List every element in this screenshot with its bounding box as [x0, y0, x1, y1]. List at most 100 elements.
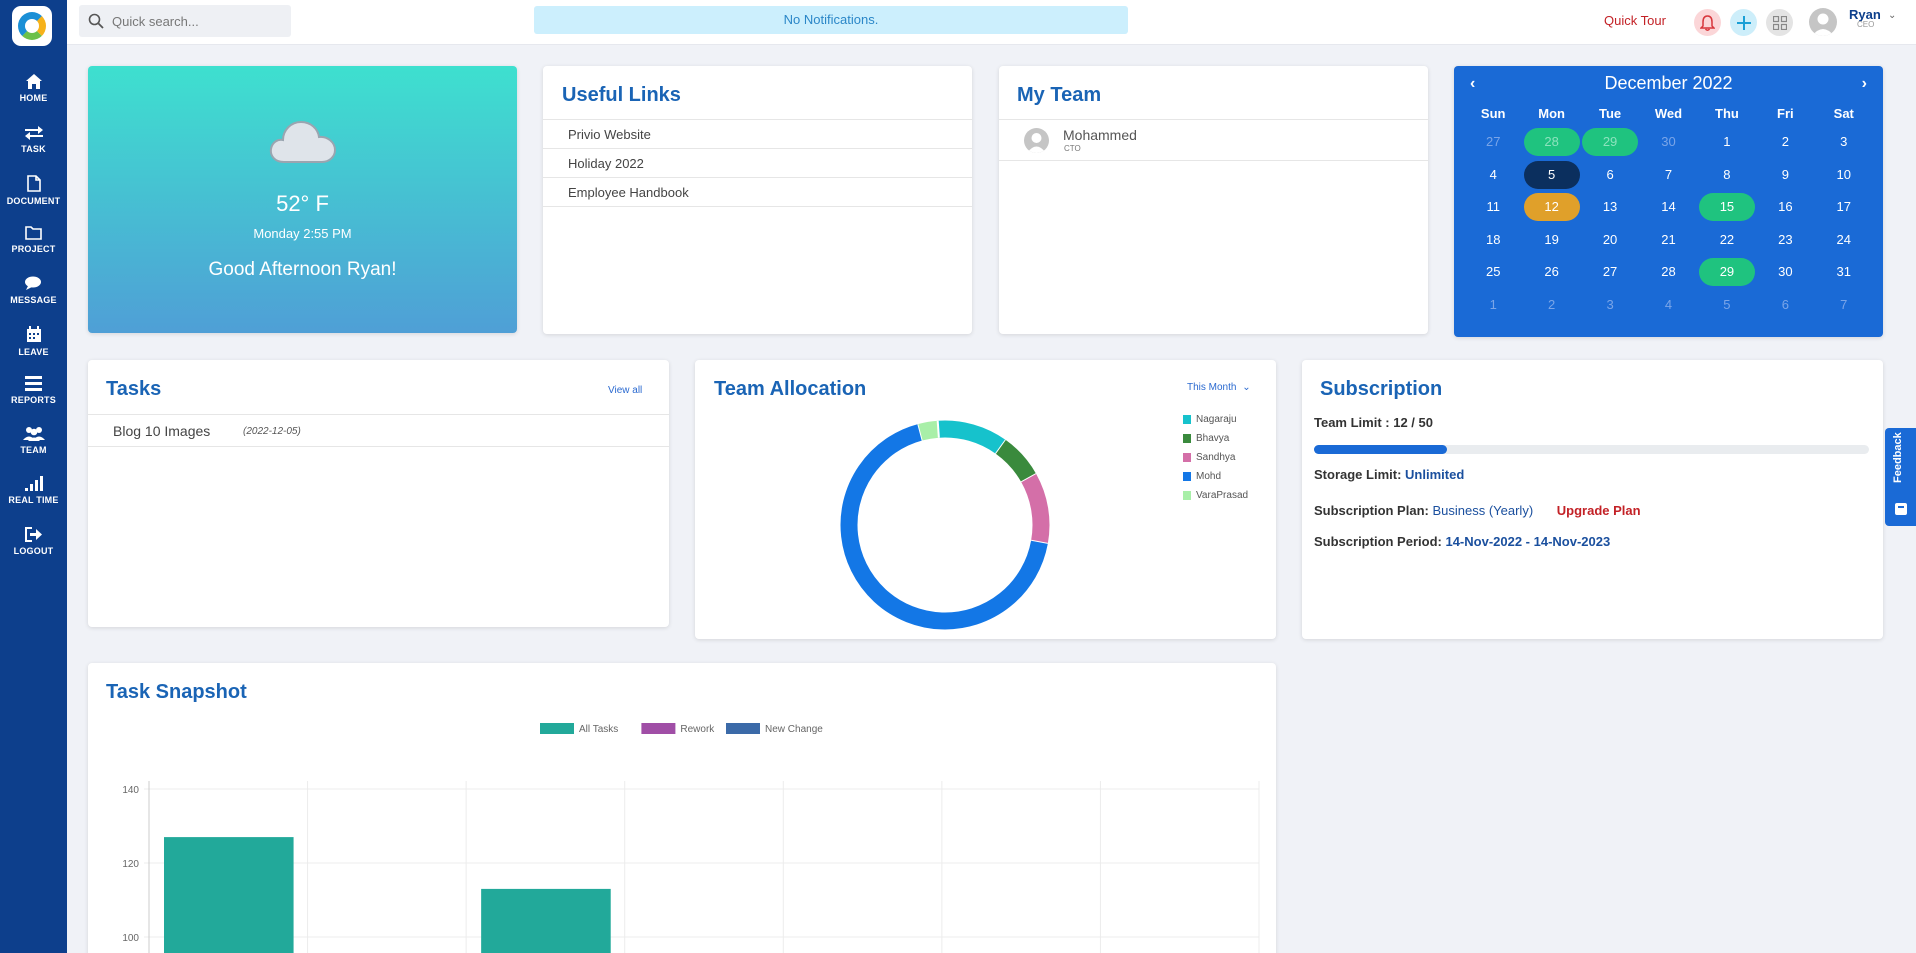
calendar-day[interactable]: 25 [1464, 256, 1522, 289]
donut-slice-bhavya[interactable] [995, 440, 1037, 483]
sidebar-item-real-time[interactable]: REAL TIME [0, 476, 67, 522]
app-logo[interactable] [12, 6, 52, 46]
subscription-period-value: 14-Nov-2022 - 14-Nov-2023 [1445, 534, 1611, 549]
calendar-day[interactable]: 7 [1639, 159, 1697, 192]
calendar-day[interactable]: 5 [1522, 159, 1580, 192]
calendar-day[interactable]: 8 [1698, 159, 1756, 192]
donut-slice-mohd[interactable] [840, 423, 1048, 630]
task-row[interactable]: Blog 10 Images (2022-12-05) [88, 415, 669, 447]
feedback-tab[interactable]: Feedback [1885, 428, 1916, 526]
tasks-title: Tasks [106, 378, 162, 400]
period-filter-dropdown[interactable]: This Month ⌄ [1187, 382, 1251, 393]
view-all-link[interactable]: View all [608, 385, 643, 396]
calendar-day[interactable]: 15 [1698, 191, 1756, 224]
calendar-day-number: 20 [1602, 231, 1618, 247]
calendar-day[interactable]: 3 [1815, 126, 1873, 159]
bar-all-tasks[interactable] [164, 837, 294, 953]
quick-tour-link[interactable]: Quick Tour [1604, 13, 1666, 28]
calendar-day[interactable]: 29 [1698, 256, 1756, 289]
sidebar-item-label: TEAM [20, 445, 47, 455]
user-avatar[interactable] [1809, 8, 1837, 36]
team-limit-progress-bar [1314, 445, 1869, 454]
calendar-day[interactable]: 24 [1815, 224, 1873, 257]
calendar-day[interactable]: 11 [1464, 191, 1522, 224]
calendar-day[interactable]: 30 [1639, 126, 1697, 159]
calendar-day[interactable]: 6 [1581, 159, 1639, 192]
calendar-day[interactable]: 27 [1464, 126, 1522, 159]
calendar-grid: Sun Mon Tue Wed Thu Fri Sat 27 28 29 30 1 2 3 4 5 6 7 8 9 10… [1464, 102, 1873, 321]
calendar-next-button[interactable]: › [1861, 75, 1867, 92]
calendar-day[interactable]: 20 [1581, 224, 1639, 257]
calendar-day[interactable]: 13 [1581, 191, 1639, 224]
calendar-day[interactable]: 12 [1522, 191, 1580, 224]
calendar-day-number: 4 [1664, 296, 1673, 312]
legend-item[interactable]: Sandhya [1183, 452, 1235, 463]
calendar-day[interactable]: 2 [1522, 289, 1580, 322]
calendar-day[interactable]: 3 [1581, 289, 1639, 322]
link-holiday-2022[interactable]: Holiday 2022 [543, 149, 972, 178]
sidebar-item-leave[interactable]: LEAVE [0, 326, 67, 372]
user-name[interactable]: Ryan [1849, 7, 1881, 22]
calendar-day[interactable]: 1 [1464, 289, 1522, 322]
calendar-day[interactable]: 16 [1756, 191, 1814, 224]
divider [543, 119, 972, 120]
calendar-day[interactable]: 21 [1639, 224, 1697, 257]
calendar-day[interactable]: 28 [1522, 126, 1580, 159]
sidebar-item-home[interactable]: HOME [0, 74, 67, 120]
sidebar-item-task[interactable]: TASK [0, 125, 67, 171]
donut-slice-varaprasad[interactable] [918, 420, 940, 441]
legend-item[interactable]: VaraPrasad [1183, 490, 1248, 501]
calendar-day[interactable]: 4 [1464, 159, 1522, 192]
calendar-day-number: 6 [1606, 166, 1614, 182]
calendar-day[interactable]: 18 [1464, 224, 1522, 257]
sidebar-item-reports[interactable]: REPORTS [0, 376, 67, 422]
calendar-day[interactable]: 26 [1522, 256, 1580, 289]
team-member-row[interactable]: Mohammed CTO [999, 120, 1428, 161]
calendar-day[interactable]: 23 [1756, 224, 1814, 257]
sidebar-item-document[interactable]: DOCUMENT [0, 175, 67, 221]
legend-item[interactable]: Mohd [1183, 471, 1221, 482]
legend-item[interactable]: Nagaraju [1183, 414, 1237, 425]
calendar-day[interactable]: 6 [1756, 289, 1814, 322]
search-box[interactable] [79, 5, 291, 37]
search-input[interactable] [112, 13, 282, 29]
calendar-day[interactable]: 1 [1698, 126, 1756, 159]
calendar-day[interactable]: 19 [1522, 224, 1580, 257]
apps-button[interactable] [1766, 9, 1793, 36]
sidebar-item-message[interactable]: MESSAGE [0, 276, 67, 322]
calendar-day-number: 5 [1523, 160, 1580, 189]
calendar-day[interactable]: 4 [1639, 289, 1697, 322]
search-icon [88, 13, 104, 29]
donut-slice-nagaraju[interactable] [937, 420, 1006, 454]
team-limit-text: Team Limit : 12 / 50 [1314, 415, 1433, 430]
notifications-button[interactable] [1694, 9, 1721, 36]
sidebar-item-project[interactable]: PROJECT [0, 226, 67, 272]
chevron-down-icon[interactable]: ⌄ [1888, 10, 1897, 21]
add-button[interactable] [1730, 9, 1757, 36]
calendar-day[interactable]: 7 [1815, 289, 1873, 322]
legend-item[interactable]: Bhavya [1183, 433, 1229, 444]
calendar-day[interactable]: 2 [1756, 126, 1814, 159]
donut-slice-sandhya[interactable] [1021, 474, 1050, 544]
calendar-day[interactable]: 29 [1581, 126, 1639, 159]
sidebar-item-logout[interactable]: LOGOUT [0, 527, 67, 573]
weather-card: 52° F Monday 2:55 PM Good Afternoon Ryan… [88, 66, 517, 333]
calendar-day[interactable]: 5 [1698, 289, 1756, 322]
calendar-day[interactable]: 9 [1756, 159, 1814, 192]
link-privio-website[interactable]: Privio Website [543, 120, 972, 149]
calendar-day[interactable]: 27 [1581, 256, 1639, 289]
calendar-day[interactable]: 28 [1639, 256, 1697, 289]
calendar-prev-button[interactable]: ‹ [1470, 75, 1476, 92]
link-employee-handbook[interactable]: Employee Handbook [543, 178, 972, 207]
calendar-day[interactable]: 31 [1815, 256, 1873, 289]
bar-all-tasks[interactable] [481, 888, 611, 953]
upgrade-plan-link[interactable]: Upgrade Plan [1556, 503, 1641, 518]
sidebar-item-team[interactable]: TEAM [0, 426, 67, 472]
subscription-period-label: Subscription Period: [1314, 534, 1442, 549]
calendar-day[interactable]: 30 [1756, 256, 1814, 289]
list-icon [25, 376, 42, 391]
calendar-day[interactable]: 10 [1815, 159, 1873, 192]
calendar-day[interactable]: 14 [1639, 191, 1697, 224]
calendar-day[interactable]: 22 [1698, 224, 1756, 257]
calendar-day[interactable]: 17 [1815, 191, 1873, 224]
